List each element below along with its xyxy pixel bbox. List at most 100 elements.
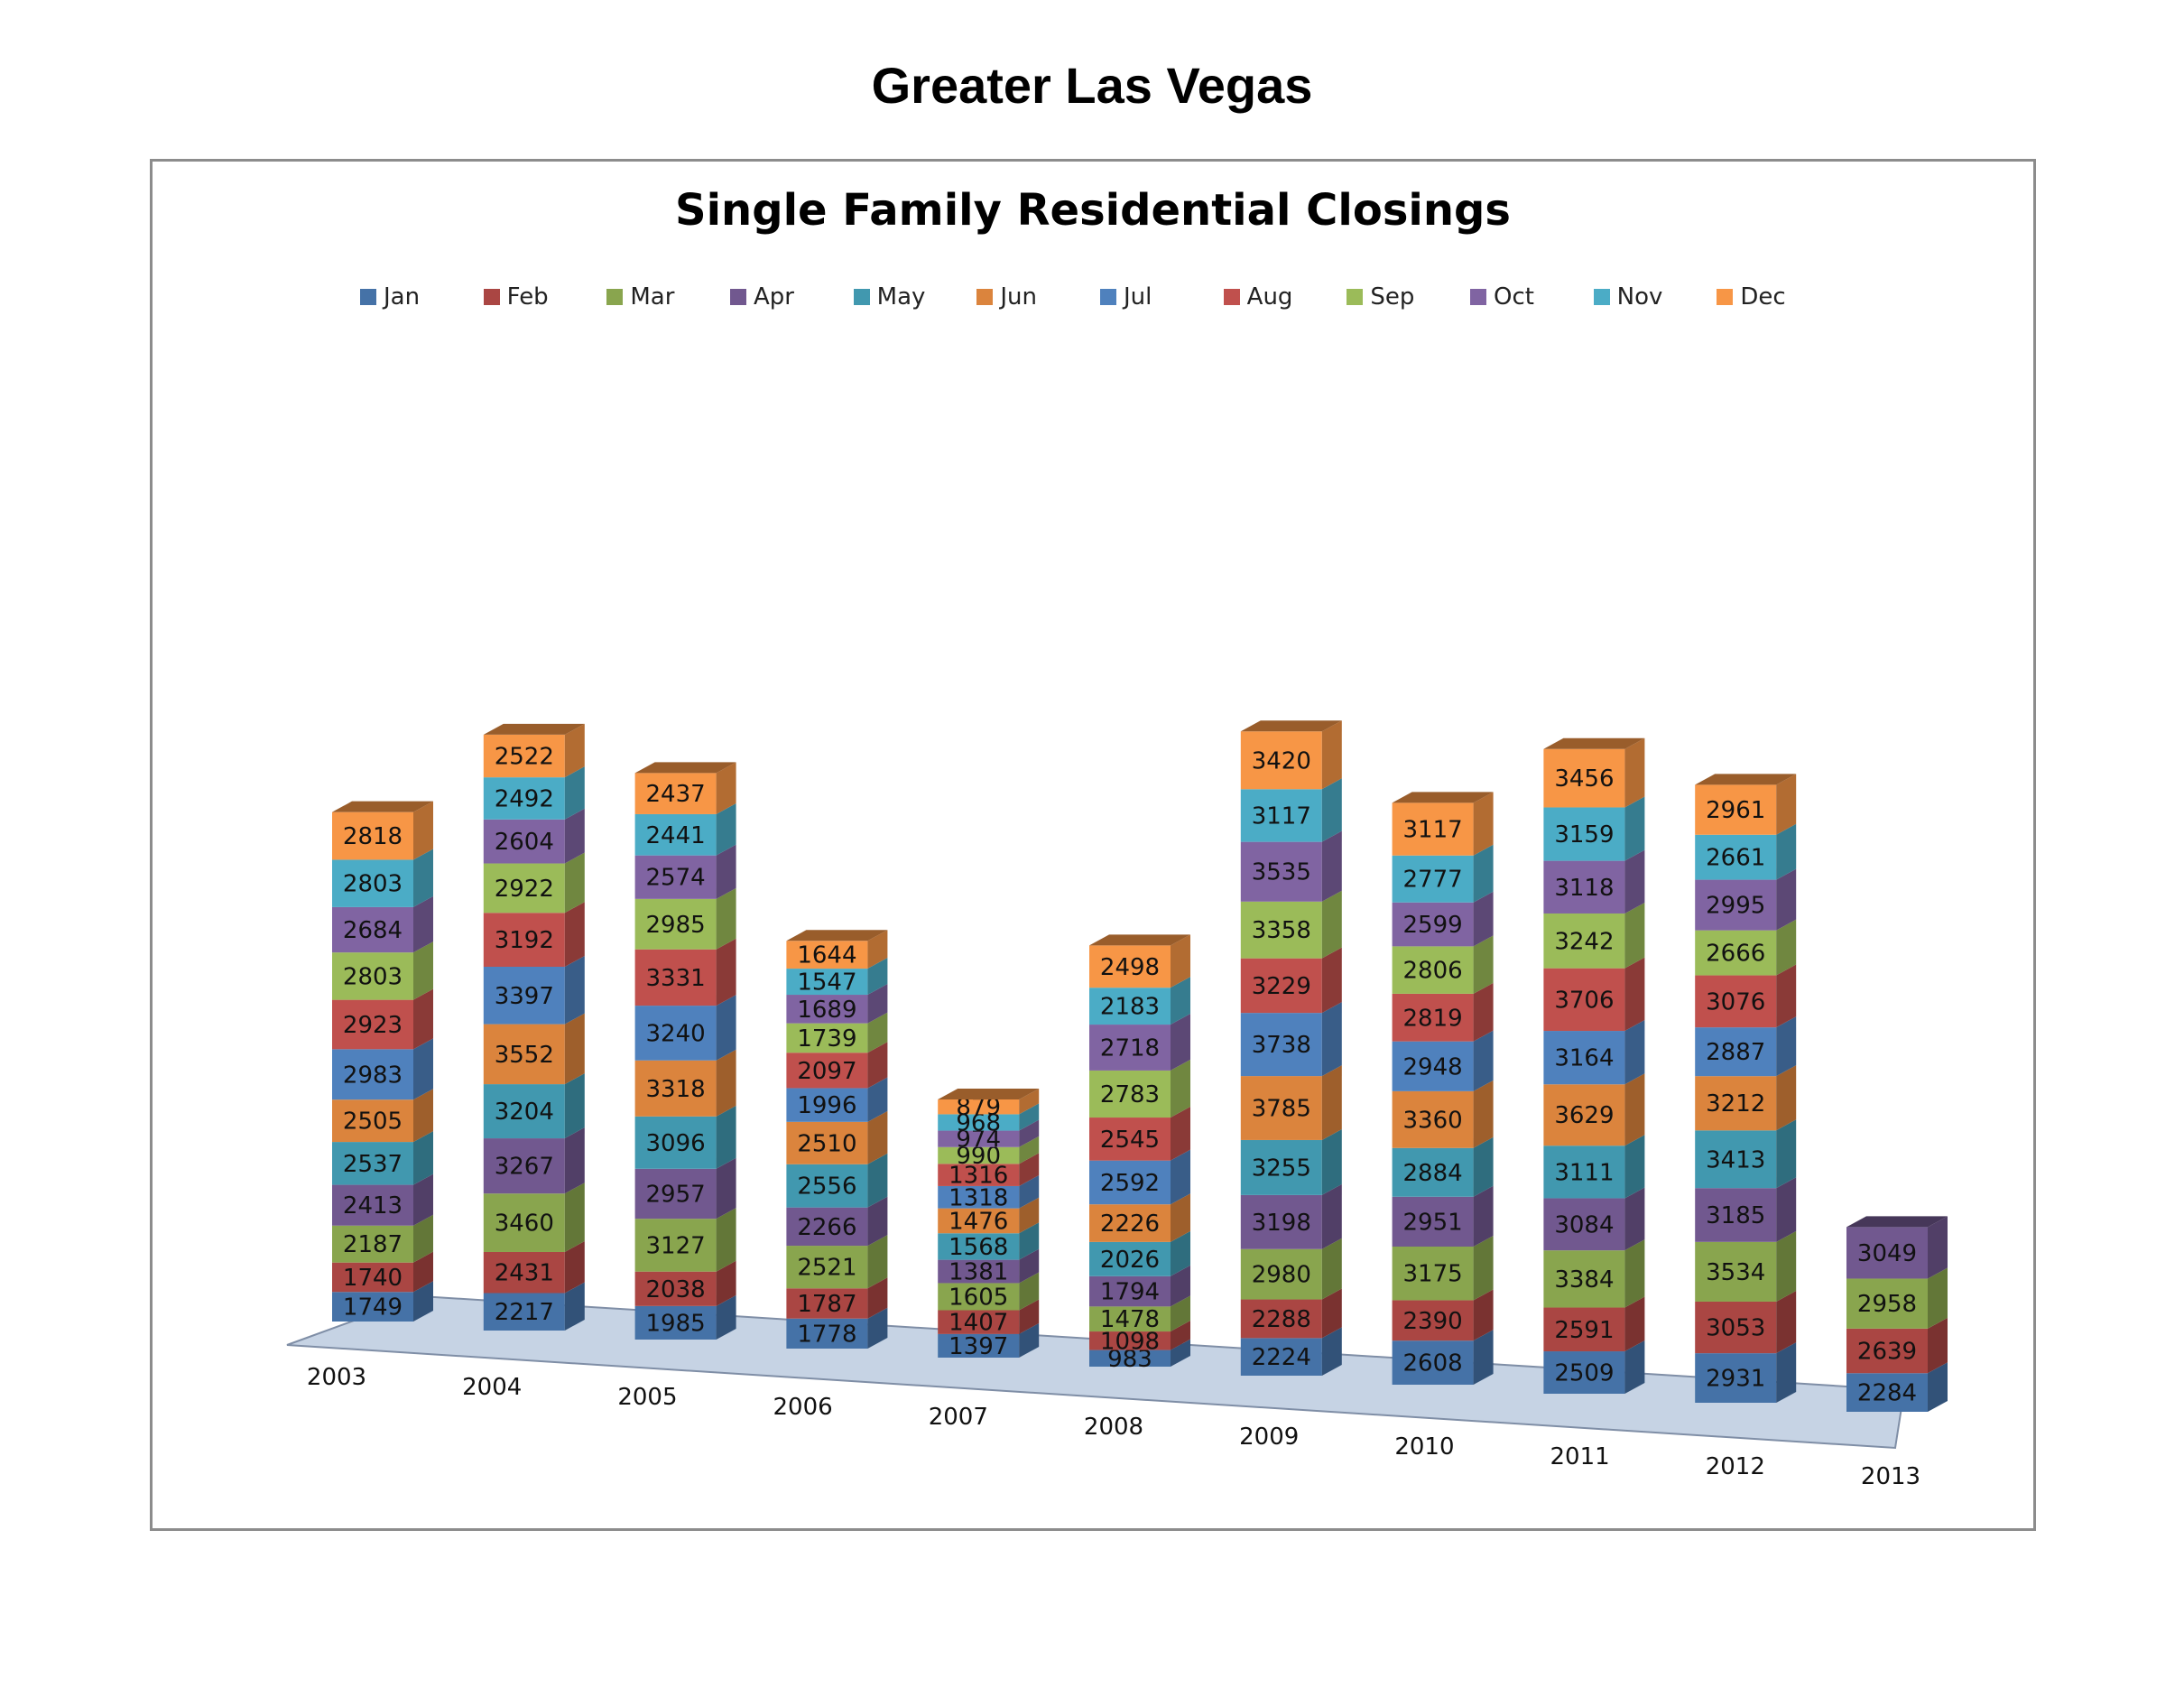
bar-segment-2012-may <box>1695 1130 1777 1189</box>
bar-segment-2004-jun <box>483 1024 565 1085</box>
bar-top-cap <box>1543 737 1645 749</box>
data-label: 3204 <box>495 1099 554 1126</box>
legend-label: Jul <box>1124 283 1152 311</box>
bar-segment-side <box>1473 891 1494 947</box>
bar-top-cap <box>634 762 736 774</box>
data-label: 3331 <box>646 965 706 992</box>
bar-segment-side <box>564 1013 585 1085</box>
bar-segment-2011-aug <box>1543 968 1625 1032</box>
bar-segment-2006-feb <box>786 1288 868 1319</box>
bar-segment-side <box>1776 823 1797 880</box>
bar-segment-side <box>867 1110 888 1164</box>
bar-segment-side <box>1624 737 1645 808</box>
data-label: 2884 <box>1403 1160 1463 1187</box>
bar-segment-side <box>564 723 585 778</box>
bar-segment-side <box>867 1153 888 1208</box>
bar-segment-side <box>716 1294 736 1340</box>
legend-swatch <box>1717 289 1734 305</box>
data-label: 3629 <box>1554 1102 1614 1129</box>
data-label: 2931 <box>1706 1366 1765 1393</box>
data-label: 2498 <box>1100 954 1160 981</box>
bar-segment-2008-aug <box>1089 1118 1171 1161</box>
data-label: 2961 <box>1706 797 1765 824</box>
bar-segment-side <box>1171 1321 1190 1350</box>
bar-segment-side <box>1321 778 1342 842</box>
data-label: 2783 <box>1100 1081 1160 1108</box>
bar-segment-2009-jul <box>1240 1013 1322 1077</box>
legend-item-dec: Dec <box>1717 279 1786 315</box>
data-label: 1689 <box>797 997 856 1024</box>
bar-segment-2004-nov <box>483 777 565 820</box>
bar-segment-side <box>716 1260 736 1306</box>
bar-segment-side <box>867 930 888 969</box>
bar-segment-2006-mar <box>786 1246 868 1289</box>
x-tick-label: 2013 <box>1861 1463 1920 1490</box>
bar-segment-2004-may <box>483 1084 565 1139</box>
data-label: 3096 <box>646 1130 706 1157</box>
data-label: 2958 <box>1857 1291 1917 1318</box>
bar-segment-2008-jun <box>1089 1204 1171 1242</box>
bar-segment-side <box>1624 796 1645 861</box>
bar-segment-2006-aug <box>786 1053 868 1089</box>
data-label: 2922 <box>495 876 554 903</box>
data-label: 3318 <box>646 1076 706 1103</box>
bar-segment-side <box>867 1196 888 1247</box>
bar-segment-side <box>564 1073 585 1139</box>
bar-segment-2006-may <box>786 1164 868 1208</box>
data-label: 2592 <box>1100 1170 1160 1197</box>
bar-segment-2009-may <box>1240 1139 1322 1195</box>
data-label: 1996 <box>797 1092 856 1119</box>
bar-segment-side <box>1019 1153 1040 1186</box>
bar-segment-2008-may <box>1089 1241 1171 1276</box>
data-label: 3049 <box>1857 1240 1917 1267</box>
data-label: 3127 <box>646 1232 706 1259</box>
bar-segment-side <box>413 1281 433 1322</box>
bar-segment-2012-nov <box>1695 834 1777 880</box>
bar-segment-side <box>1171 1149 1190 1205</box>
bar-segment-2010-oct <box>1392 902 1474 947</box>
bar-column-2009: 2224 2288 2980 3198 3255 3785 3738 3229 3358 3535… <box>1240 720 1342 1376</box>
bar-top-cap <box>1089 934 1190 946</box>
bar-segment-2008-nov <box>1089 988 1171 1025</box>
bar-segment-2004-oct <box>483 819 565 864</box>
bar-segment-2012-feb <box>1695 1301 1777 1354</box>
bar-segment-side <box>1776 1177 1797 1242</box>
data-label: 2521 <box>797 1255 856 1282</box>
data-label: 2983 <box>343 1062 403 1089</box>
data-label: 2661 <box>1706 845 1765 872</box>
bar-segment-2011-may <box>1543 1145 1625 1199</box>
data-label: 3456 <box>1554 765 1614 793</box>
bar-segment-2012-jun <box>1695 1076 1777 1131</box>
bar-segment-2010-jul <box>1392 1041 1474 1091</box>
bar-segment-2007-sep <box>938 1146 1020 1164</box>
bar-segment-2007-nov <box>938 1114 1020 1131</box>
data-label: 974 <box>956 1127 1001 1154</box>
bar-segment-side <box>1473 935 1494 994</box>
bar-segment-2004-aug <box>483 913 565 967</box>
data-label: 1749 <box>343 1294 403 1322</box>
data-label: 3242 <box>1554 928 1614 955</box>
legend-swatch <box>360 289 376 305</box>
bar-segment-side <box>716 1157 736 1220</box>
legend-label: Mar <box>630 283 675 311</box>
data-label: 3212 <box>1706 1090 1765 1118</box>
data-label: 2639 <box>1857 1339 1917 1366</box>
bar-segment-side <box>564 766 585 820</box>
bar-segment-2009-aug <box>1240 958 1322 1014</box>
legend-item-mar: Mar <box>606 279 674 315</box>
bar-segment-side <box>1624 1187 1645 1251</box>
bar-segment-side <box>1171 1265 1190 1307</box>
bar-segment-side <box>1776 1119 1797 1189</box>
bar-segment-2003-mar <box>332 1225 413 1263</box>
bar-segment-side <box>413 1089 433 1143</box>
bar-segment-side <box>716 844 736 899</box>
data-label: 3185 <box>1706 1202 1765 1229</box>
data-label: 2951 <box>1403 1209 1463 1236</box>
data-label: 3240 <box>646 1020 706 1047</box>
bar-segment-side <box>1321 890 1342 959</box>
bar-segment-side <box>1473 1185 1494 1247</box>
data-label: 3117 <box>1403 817 1463 844</box>
bar-segment-side <box>1321 1128 1342 1195</box>
bar-segment-2008-sep <box>1089 1070 1171 1118</box>
data-label: 2684 <box>343 917 403 944</box>
